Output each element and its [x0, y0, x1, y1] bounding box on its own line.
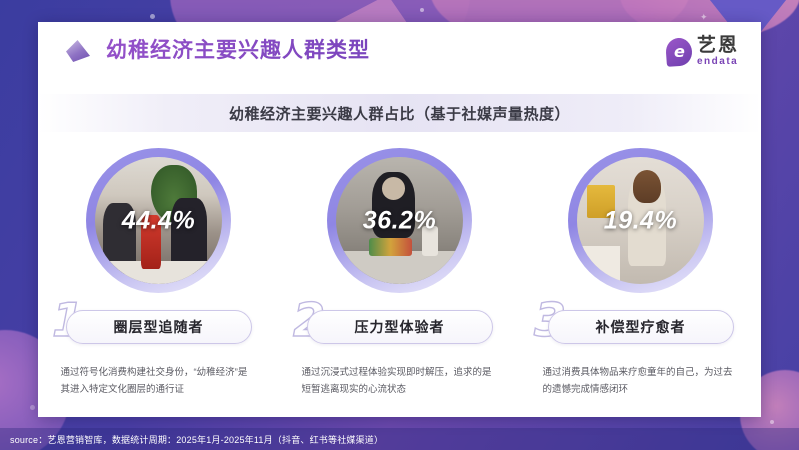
group-friends-photo — [95, 157, 222, 284]
endata-e-icon: e — [665, 36, 693, 67]
persona-description-3: 通过消费具体物品来疗愈童年的自己，为过去的遗憾完成情感闭环 — [542, 367, 733, 395]
bg-dot-2 — [420, 8, 424, 12]
persona-description-1: 通过符号化消费构建社交身份，“幼稚经济”是其进入特定文化圈层的通行证 — [60, 367, 248, 395]
persona-label-3: 补偿型疗愈者 — [595, 319, 686, 335]
percent-value-1: 44.4% — [121, 206, 196, 234]
persona-label-2: 压力型体验者 — [354, 319, 445, 335]
source-footer: source：艺恩营销智库，数据统计周期：2025年1月-2025年11月（抖音… — [0, 428, 799, 450]
persona-column-2: 36.2% 2 压力型体验者 通过沉浸式过程体验实现即时解压，追求的是短暂逃离现… — [279, 140, 520, 410]
logo-name-cn: 艺恩 — [696, 35, 739, 56]
man-building-blocks-photo — [336, 157, 463, 284]
persona-circle-1: 44.4% — [86, 148, 231, 293]
slide-header: 幼稚经济主要兴趣人群类型 e 艺恩 endata — [38, 22, 761, 72]
persona-column-3: 19.4% 3 补偿型疗愈者 通过消费具体物品来疗愈童年的自己，为过去的遗憾完成… — [520, 140, 761, 410]
photo-art — [95, 157, 222, 284]
subtitle-bar: 幼稚经济主要兴趣人群占比（基于社媒声量热度） — [38, 94, 761, 132]
persona-column-1: 44.4% 1 圈层型追随者 通过符号化消费构建社交身份，“幼稚经济”是其进入特… — [38, 140, 279, 410]
page-title: 幼稚经济主要兴趣人群类型 — [106, 34, 370, 64]
subtitle-text: 幼稚经济主要兴趣人群占比（基于社媒声量热度） — [228, 105, 570, 123]
persona-pill-3[interactable]: 补偿型疗愈者 — [547, 310, 734, 344]
slide-card: 幼稚经济主要兴趣人群类型 e 艺恩 endata 幼稚经济主要兴趣人群占比（基于… — [38, 22, 761, 417]
logo-name-en: endata — [696, 56, 739, 67]
logo-text: 艺恩 endata — [697, 36, 739, 67]
diamond-marker-icon — [66, 40, 90, 62]
logo-mark-glyph: e — [673, 41, 685, 61]
persona-circle-3: 19.4% — [568, 148, 713, 293]
bg-dot-5 — [770, 420, 774, 424]
bg-dot-1 — [150, 14, 155, 19]
percent-value-2: 36.2% — [362, 206, 437, 234]
persona-pill-2[interactable]: 压力型体验者 — [306, 310, 493, 344]
persona-pill-row-2: 2 压力型体验者 — [279, 296, 520, 347]
brand-logo: e 艺恩 endata — [665, 36, 739, 67]
persona-label-1: 圈层型追随者 — [113, 319, 204, 335]
woman-with-doll-photo — [577, 157, 704, 284]
photo-art — [336, 157, 463, 284]
percent-value-3: 19.4% — [603, 206, 678, 234]
persona-pill-row-3: 3 补偿型疗愈者 — [520, 296, 761, 347]
source-text: source：艺恩营销智库，数据统计周期：2025年1月-2025年11月（抖音… — [10, 434, 384, 445]
sparkle-icon: ✦ — [700, 12, 708, 22]
photo-art — [577, 157, 704, 284]
persona-pill-row-1: 1 圈层型追随者 — [38, 296, 279, 347]
persona-pill-1[interactable]: 圈层型追随者 — [65, 310, 252, 344]
persona-columns: 44.4% 1 圈层型追随者 通过符号化消费构建社交身份，“幼稚经济”是其进入特… — [38, 140, 761, 410]
bg-dot-4 — [30, 405, 35, 410]
persona-circle-2: 36.2% — [327, 148, 472, 293]
persona-description-2: 通过沉浸式过程体验实现即时解压，追求的是短暂逃离现实的心流状态 — [301, 367, 492, 395]
